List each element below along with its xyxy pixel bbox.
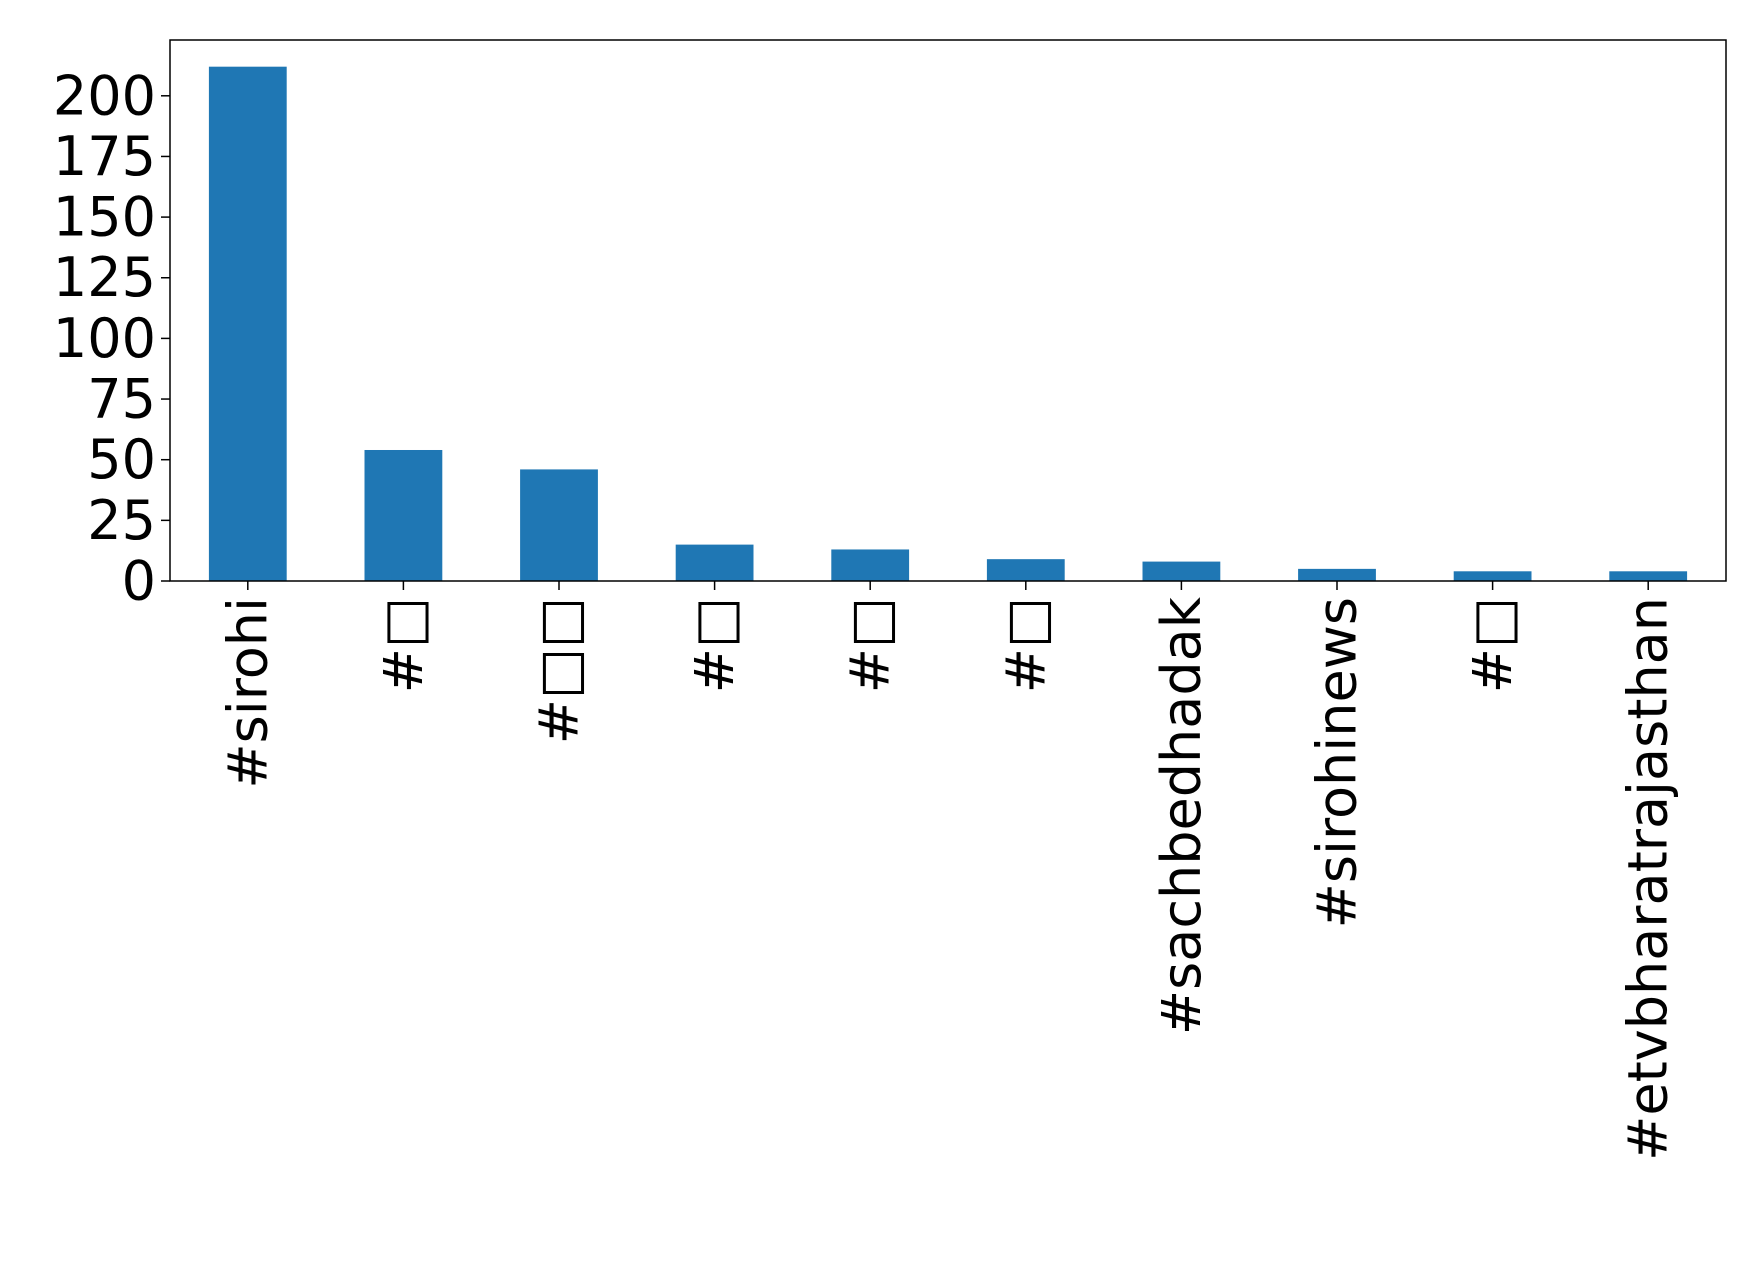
- x-tick-label-3: #□: [683, 597, 746, 693]
- x-axis: #sirohi #□ #□□ #□ #□ #□ #sachbedhadak #sirohine…: [216, 581, 1680, 1161]
- bars-group: [208, 66, 1688, 581]
- plot-area-frame: [169, 39, 1727, 582]
- x-tick-label-6: #sachbedhadak: [1150, 596, 1213, 1035]
- bar-6: [1142, 561, 1221, 581]
- bar-4: [831, 549, 910, 581]
- x-tick-label-7: #sirohinews: [1306, 597, 1369, 928]
- bar-3: [675, 544, 754, 581]
- x-tick-label-1: #□: [372, 597, 435, 693]
- x-tick-label-8: #□: [1461, 597, 1524, 693]
- y-tick-label-0: 0: [122, 550, 156, 613]
- y-tick-label-1: 25: [87, 489, 156, 552]
- x-tick-label-2: #□□: [528, 597, 591, 744]
- y-tick-label-6: 150: [53, 186, 156, 249]
- y-tick-label-7: 175: [53, 125, 156, 188]
- x-tick-label-4: #□: [839, 597, 902, 693]
- x-tick-label-5: #□: [994, 597, 1057, 693]
- y-tick-label-2: 50: [87, 428, 156, 491]
- bar-9: [1609, 571, 1688, 581]
- x-tick-label-0: #sirohi: [216, 597, 279, 789]
- y-tick-label-4: 100: [53, 307, 156, 370]
- bar-2: [520, 469, 598, 581]
- bar-5: [986, 559, 1065, 581]
- y-tick-label-5: 125: [53, 246, 156, 309]
- y-tick-label-8: 200: [53, 64, 156, 127]
- bar-8: [1453, 571, 1532, 581]
- x-tick-label-9: #etvbharatrajasthan: [1617, 597, 1680, 1161]
- bar-7: [1298, 568, 1376, 581]
- y-tick-label-3: 75: [87, 368, 156, 431]
- bar-1: [364, 449, 443, 581]
- bar-0: [208, 66, 287, 581]
